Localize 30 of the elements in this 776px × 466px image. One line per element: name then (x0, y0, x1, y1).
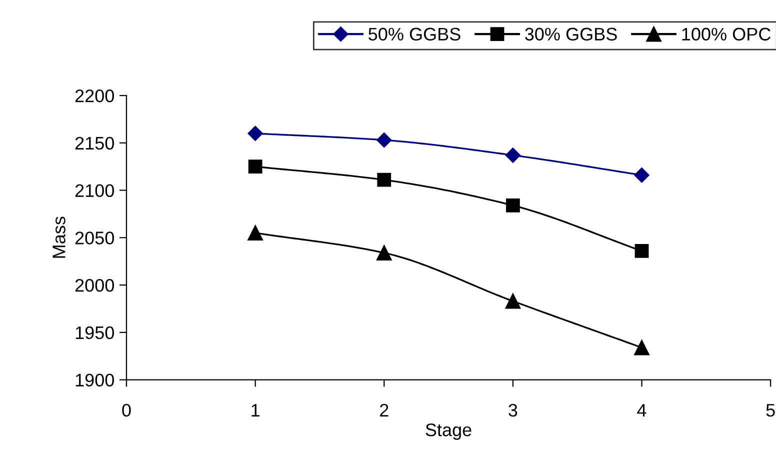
legend-label: 30% GGBS (525, 28, 617, 41)
x-tick-label: 4 (637, 404, 646, 416)
x-tick-label: 0 (122, 404, 131, 417)
x-tick-label: 1 (252, 404, 260, 416)
y-tick-label: 1900 (76, 374, 114, 387)
x-tick-label: 2 (380, 404, 388, 416)
y-tick-label: 2150 (75, 136, 114, 150)
point (377, 172, 392, 187)
point (634, 168, 650, 183)
point (505, 294, 521, 309)
y-axis-title: Mass (52, 216, 66, 258)
point (248, 160, 262, 174)
point (634, 244, 649, 258)
y-tick-label: 2100 (75, 184, 114, 198)
y-tick-label: 1950 (76, 326, 114, 340)
legend-label: 100% OPC (682, 28, 771, 41)
y-tick-label: 2050 (75, 232, 114, 244)
point (505, 148, 521, 163)
point (248, 126, 263, 141)
legend-label: 50% GGBS (368, 28, 460, 41)
point (376, 132, 392, 148)
x-tick-label: 3 (508, 404, 518, 417)
x-axis-title: Stage (426, 423, 472, 440)
x-tick-label: 5 (766, 404, 775, 417)
y-tick-label: 2000 (75, 278, 114, 292)
point (376, 245, 392, 260)
point (248, 225, 263, 241)
point (506, 198, 520, 212)
point (634, 340, 650, 356)
y-tick-label: 2200 (75, 89, 114, 102)
